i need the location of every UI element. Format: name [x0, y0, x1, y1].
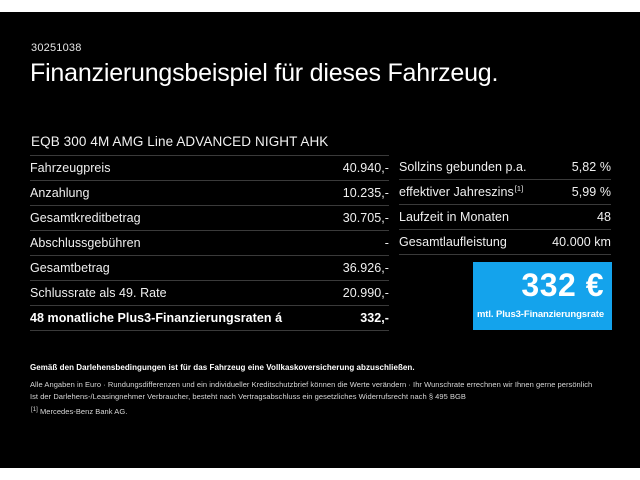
row-label: Gesamtlaufleistung [399, 235, 507, 249]
footnote-reference: [1] Mercedes-Benz Bank AG. [30, 402, 610, 418]
footnote-reference-text: Mercedes-Benz Bank AG. [39, 407, 128, 416]
row-label-text: Laufzeit in Monaten [399, 210, 510, 224]
footnote-reference-marker: [1] [31, 406, 38, 413]
row-value: 30.705,- [342, 211, 389, 225]
table-row: Fahrzeugpreis 40.940,- [30, 155, 389, 181]
row-value: 10.235,- [342, 186, 389, 200]
row-value: 5,82 % [571, 160, 611, 174]
row-value: 20.990,- [342, 286, 389, 300]
table-row: Laufzeit in Monaten 48 [399, 205, 611, 230]
row-label-text: Sollzins gebunden p.a. [399, 160, 527, 174]
letterbox-bottom-bar [0, 468, 640, 480]
footnote-marker: [1] [514, 183, 524, 193]
table-row: Gesamtbetrag 36.926,- [30, 256, 389, 281]
row-label: Laufzeit in Monaten [399, 210, 509, 224]
row-value: 40.940,- [342, 161, 389, 175]
row-label: Fahrzeugpreis [30, 161, 111, 175]
page-title: Finanzierungsbeispiel für dieses Fahrzeu… [30, 59, 499, 87]
footnote-line-1: Alle Angaben in Euro · Rundungsdifferenz… [30, 380, 593, 389]
table-row: Sollzins gebunden p.a. 5,82 % [399, 155, 611, 180]
row-label: Gesamtkreditbetrag [30, 211, 141, 225]
table-row: Schlussrate als 49. Rate 20.990,- [30, 281, 389, 306]
table-row: Anzahlung 10.235,- [30, 181, 389, 206]
document-id: 30251038 [31, 42, 82, 54]
finance-example-slide: 30251038 Finanzierungsbeispiel für diese… [0, 12, 640, 468]
monthly-rate-badge: 332 € mtl. Plus3-Finanzierungsrate [473, 262, 612, 330]
row-label: Schlussrate als 49. Rate [30, 286, 167, 300]
row-label-text: effektiver Jahreszins [399, 185, 514, 199]
row-label-text: Gesamtlaufleistung [399, 235, 507, 249]
letterbox-top-bar [0, 0, 640, 12]
row-label: 48 monatliche Plus3-Finanzierungsraten á [30, 311, 283, 325]
footnotes-block: Gemäß den Darlehensbedingungen ist für d… [30, 362, 610, 418]
vehicle-name: EQB 300 4M AMG Line ADVANCED NIGHT AHK [31, 134, 329, 149]
footnote-insurance-notice: Gemäß den Darlehensbedingungen ist für d… [30, 363, 415, 372]
monthly-rate-caption: mtl. Plus3-Finanzierungsrate [476, 309, 604, 320]
finance-table-right: Sollzins gebunden p.a. 5,82 % effektiver… [399, 155, 611, 255]
row-value: 48 [596, 210, 611, 224]
table-row: Gesamtkreditbetrag 30.705,- [30, 206, 389, 231]
row-value: 5,99 % [571, 185, 611, 199]
row-label: Abschlussgebühren [30, 236, 141, 250]
finance-table-left: Fahrzeugpreis 40.940,- Anzahlung 10.235,… [30, 155, 389, 331]
row-label: Sollzins gebunden p.a. [399, 160, 527, 174]
table-row-monthly-rate: 48 monatliche Plus3-Finanzierungsraten á… [30, 306, 389, 331]
footnote-line-2: Ist der Darlehens-/Leasingnehmer Verbrau… [30, 391, 466, 401]
row-value: 36.926,- [342, 261, 389, 275]
table-row: Abschlussgebühren - [30, 231, 389, 256]
row-label: Anzahlung [30, 186, 90, 200]
row-value: - [384, 236, 389, 250]
row-label: effektiver Jahreszins[1] [399, 185, 523, 199]
table-row: Gesamtlaufleistung 40.000 km [399, 230, 611, 255]
row-value: 40.000 km [552, 235, 611, 249]
row-label: Gesamtbetrag [30, 261, 110, 275]
table-row: effektiver Jahreszins[1] 5,99 % [399, 180, 611, 205]
row-value: 332,- [360, 311, 389, 325]
monthly-rate-amount: 332 € [521, 267, 604, 303]
